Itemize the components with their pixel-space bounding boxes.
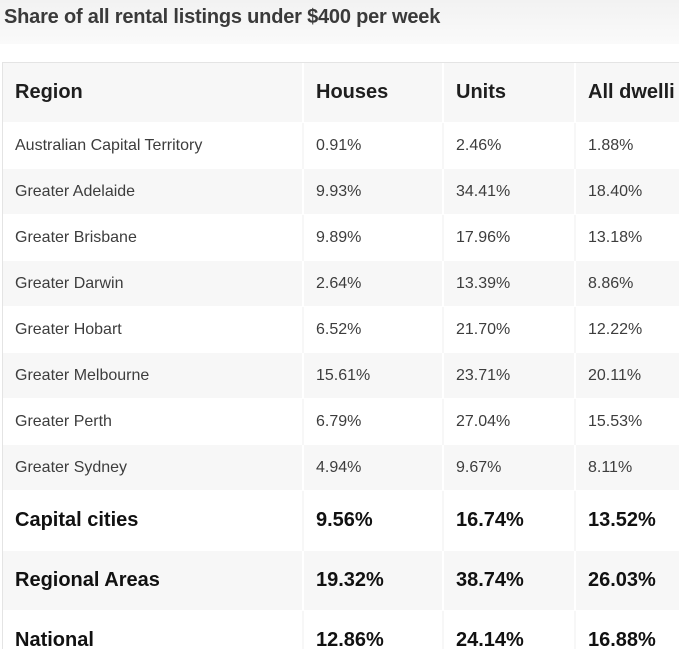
cell-units: 23.71% xyxy=(443,352,576,399)
cell-all-dwellings: 8.86% xyxy=(575,260,679,307)
summary-cell-houses: 19.32% xyxy=(303,550,444,611)
column-header-region: Region xyxy=(3,63,304,123)
table-row: Australian Capital Territory 0.91% 2.46% 1.… xyxy=(3,122,679,169)
cell-all-dwellings: 12.22% xyxy=(575,306,679,353)
table-row: Greater Darwin 2.64% 13.39% 8.86% xyxy=(3,260,679,307)
cell-all-dwellings: 18.40% xyxy=(575,168,679,215)
cell-houses: 9.89% xyxy=(303,214,444,261)
table-row: Greater Brisbane 9.89% 17.96% 13.18% xyxy=(3,214,679,261)
cell-units: 2.46% xyxy=(443,122,576,169)
summary-cell-all-dwellings: 26.03% xyxy=(575,550,679,611)
table-row: Greater Melbourne 15.61% 23.71% 20.11% xyxy=(3,352,679,399)
summary-cell-units: 16.74% xyxy=(443,490,576,551)
table-row: Greater Sydney 4.94% 9.67% 8.11% xyxy=(3,444,679,491)
page-title: Share of all rental listings under $400 … xyxy=(4,6,441,28)
summary-cell-region: Regional Areas xyxy=(3,550,304,611)
summary-cell-region: Capital cities xyxy=(3,490,304,551)
summary-cell-units: 38.74% xyxy=(443,550,576,611)
cell-units: 21.70% xyxy=(443,306,576,353)
summary-row: Regional Areas 19.32% 38.74% 26.03% xyxy=(3,550,679,611)
table-row: Greater Adelaide 9.93% 34.41% 18.40% xyxy=(3,168,679,215)
cell-region: Greater Perth xyxy=(3,398,304,445)
summary-cell-region: National xyxy=(3,610,304,649)
cell-all-dwellings: 15.53% xyxy=(575,398,679,445)
cell-region: Australian Capital Territory xyxy=(3,122,304,169)
cell-houses: 0.91% xyxy=(303,122,444,169)
cell-houses: 15.61% xyxy=(303,352,444,399)
column-header-units: Units xyxy=(443,63,576,123)
cell-units: 27.04% xyxy=(443,398,576,445)
table-header-row: Region Houses Units All dwelli xyxy=(3,63,679,123)
cell-region: Greater Hobart xyxy=(3,306,304,353)
cell-all-dwellings: 20.11% xyxy=(575,352,679,399)
summary-cell-all-dwellings: 16.88% xyxy=(575,610,679,649)
cell-units: 9.67% xyxy=(443,444,576,491)
cell-region: Greater Adelaide xyxy=(3,168,304,215)
cell-all-dwellings: 13.18% xyxy=(575,214,679,261)
cell-houses: 2.64% xyxy=(303,260,444,307)
summary-cell-houses: 9.56% xyxy=(303,490,444,551)
summary-row: Capital cities 9.56% 16.74% 13.52% xyxy=(3,490,679,551)
summary-cell-houses: 12.86% xyxy=(303,610,444,649)
cell-houses: 9.93% xyxy=(303,168,444,215)
cell-units: 34.41% xyxy=(443,168,576,215)
cell-region: Greater Melbourne xyxy=(3,352,304,399)
summary-row: National 12.86% 24.14% 16.88% xyxy=(3,610,679,649)
table-body: Australian Capital Territory 0.91% 2.46% 1.… xyxy=(3,122,679,649)
cell-region: Greater Darwin xyxy=(3,260,304,307)
table-container[interactable]: Region Houses Units All dwelli Australia… xyxy=(2,62,679,649)
cell-region: Greater Sydney xyxy=(3,444,304,491)
column-header-all-dwellings: All dwelli xyxy=(575,63,679,123)
title-band xyxy=(0,0,679,44)
cell-units: 13.39% xyxy=(443,260,576,307)
column-header-houses: Houses xyxy=(303,63,444,123)
cell-houses: 6.79% xyxy=(303,398,444,445)
table-row: Greater Hobart 6.52% 21.70% 12.22% xyxy=(3,306,679,353)
cell-all-dwellings: 1.88% xyxy=(575,122,679,169)
rental-listings-table: Region Houses Units All dwelli Australia… xyxy=(3,63,679,649)
table-row: Greater Perth 6.79% 27.04% 15.53% xyxy=(3,398,679,445)
cell-all-dwellings: 8.11% xyxy=(575,444,679,491)
cell-houses: 4.94% xyxy=(303,444,444,491)
summary-cell-units: 24.14% xyxy=(443,610,576,649)
cell-units: 17.96% xyxy=(443,214,576,261)
cell-region: Greater Brisbane xyxy=(3,214,304,261)
summary-cell-all-dwellings: 13.52% xyxy=(575,490,679,551)
cell-houses: 6.52% xyxy=(303,306,444,353)
